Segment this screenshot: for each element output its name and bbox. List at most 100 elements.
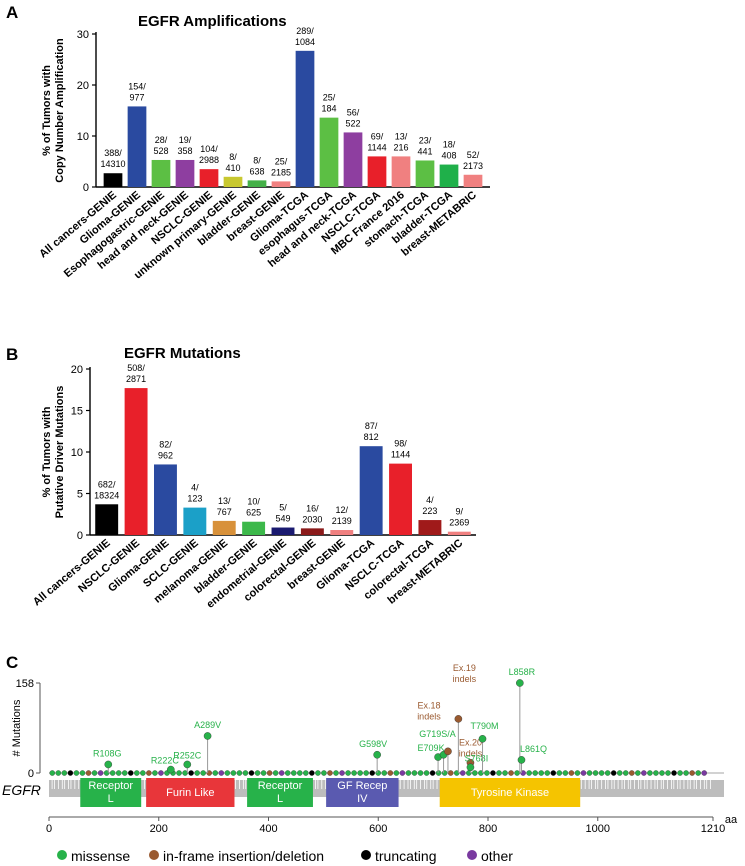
y-tick-label: 20	[77, 80, 89, 92]
mutation-dot	[526, 770, 532, 776]
mutation-dot	[538, 770, 544, 776]
y-tick-label: 15	[71, 406, 83, 418]
mutation-dot	[435, 770, 442, 776]
bar-data-label: 28/528	[153, 135, 168, 156]
mutation-dot	[629, 770, 635, 776]
mutation-dot	[303, 770, 309, 776]
mutation-dot	[266, 770, 273, 776]
protein-domain	[326, 778, 399, 807]
mutation-dot	[176, 770, 182, 776]
mutation-dot	[109, 770, 116, 776]
hotspot-label: L858R	[509, 667, 536, 677]
chart-a-amplifications: EGFR Amplifications % of Tumors withCopy …	[37, 13, 490, 282]
chart-c-lollipop: # Mutations 0 158 EGFR Receptor L Furin Like Re…	[2, 663, 738, 835]
x-tick-label: 400	[259, 823, 277, 835]
bar-data-label: 23/441	[417, 135, 432, 156]
bar-data-label: 8/638	[249, 155, 264, 176]
mutation-dot	[411, 770, 418, 776]
bar-data-label: 289/1084	[295, 26, 315, 47]
x-tick-label: 200	[150, 823, 168, 835]
mutation-dot	[659, 770, 665, 776]
mutation-dot	[351, 770, 357, 776]
bar	[154, 464, 177, 535]
mutation-dot	[490, 770, 496, 776]
mutation-dot	[224, 770, 231, 776]
mutation-dot	[496, 770, 502, 776]
y-tick-label: 0	[28, 768, 34, 780]
y-axis-label: % of Tumors withCopy Number Amplificatio…	[41, 38, 66, 183]
mutation-dot	[284, 770, 291, 776]
bar	[447, 531, 471, 535]
mutation-dot	[532, 770, 538, 776]
lollipop-head	[104, 760, 113, 769]
mutation-dot	[586, 770, 593, 776]
hotspot-label: G598V	[359, 739, 387, 749]
mutation-dot	[423, 770, 430, 776]
bar	[223, 176, 243, 187]
bar-data-label: 16/2030	[302, 503, 322, 524]
mutation-dot	[128, 770, 134, 776]
bar-data-label: 13/216	[393, 131, 408, 152]
mutation-dot	[85, 770, 92, 776]
bar-data-label: 25/184	[321, 93, 336, 114]
mutation-dot	[641, 770, 647, 776]
mutation-dot	[254, 770, 261, 776]
bar	[124, 388, 148, 535]
mutation-dot	[502, 770, 508, 776]
mutation-dot	[598, 770, 605, 776]
mutation-dot	[333, 770, 339, 776]
bar-data-label: 4/223	[422, 495, 437, 516]
y-axis-label: % of Tumors withPutative Driver Mutation…	[41, 386, 66, 519]
y-tick-label: 30	[77, 29, 89, 41]
hotspot-label: S768I	[465, 753, 489, 763]
bar-data-label: 388/14310	[100, 148, 125, 169]
x-tick-label: 1000	[586, 823, 610, 835]
domain-label: Furin Like	[166, 787, 214, 799]
bar-data-label: 12/2139	[332, 505, 352, 526]
mutation-dot	[701, 770, 707, 776]
lollipop-head	[478, 735, 487, 743]
mutation-dot	[115, 770, 122, 776]
mutation-dot	[152, 770, 158, 776]
baseline-dots	[49, 770, 707, 776]
bar-data-label: 98/1144	[391, 439, 410, 460]
mutation-dot	[242, 770, 249, 776]
mutation-dot	[140, 770, 146, 776]
hotspot-label: R252C	[173, 750, 202, 760]
chart-b-mutations: EGFR Mutations % of Tumors withPutative D…	[31, 345, 476, 611]
mutation-dot	[91, 770, 98, 776]
x-axis-unit: aa	[725, 814, 738, 826]
hotspot-label: Ex.19 indels	[453, 663, 477, 684]
lollipop-head	[167, 765, 175, 774]
y-tick-label: 158	[16, 678, 34, 690]
lollipop-head	[517, 756, 526, 764]
panel-letter-c: C	[6, 653, 18, 672]
protein-domain	[80, 778, 142, 807]
mutation-dot	[363, 770, 369, 776]
mutation-dot	[357, 770, 363, 776]
domain-label: GF Recep IV	[337, 780, 387, 805]
hotspot-label: Ex.20 indels	[459, 738, 483, 759]
bar-data-label: 8/410	[225, 152, 240, 173]
bar-data-label: 5/549	[275, 503, 290, 524]
y-tick-label: 0	[77, 530, 83, 542]
mutation-dot	[236, 770, 243, 776]
bar	[463, 174, 483, 187]
mutation-dot	[387, 770, 394, 776]
bar	[300, 528, 324, 535]
mutation-dot	[550, 770, 557, 776]
mutation-dot	[544, 770, 551, 776]
domain-label: Receptor L	[88, 780, 133, 805]
bar-data-label: 9/2369	[449, 507, 469, 528]
y-axis-label: # Mutations	[11, 699, 23, 756]
hotspot-label: T790M	[471, 721, 499, 731]
bar-data-label: 13/767	[217, 496, 232, 517]
mutation-dot	[393, 770, 400, 776]
bar	[418, 520, 442, 535]
bar	[271, 181, 291, 187]
bar	[271, 527, 295, 535]
mutation-dot	[616, 770, 623, 776]
bar-data-label: 4/123	[187, 483, 202, 504]
mutation-dot	[508, 770, 514, 776]
mutation-dot	[297, 770, 303, 776]
